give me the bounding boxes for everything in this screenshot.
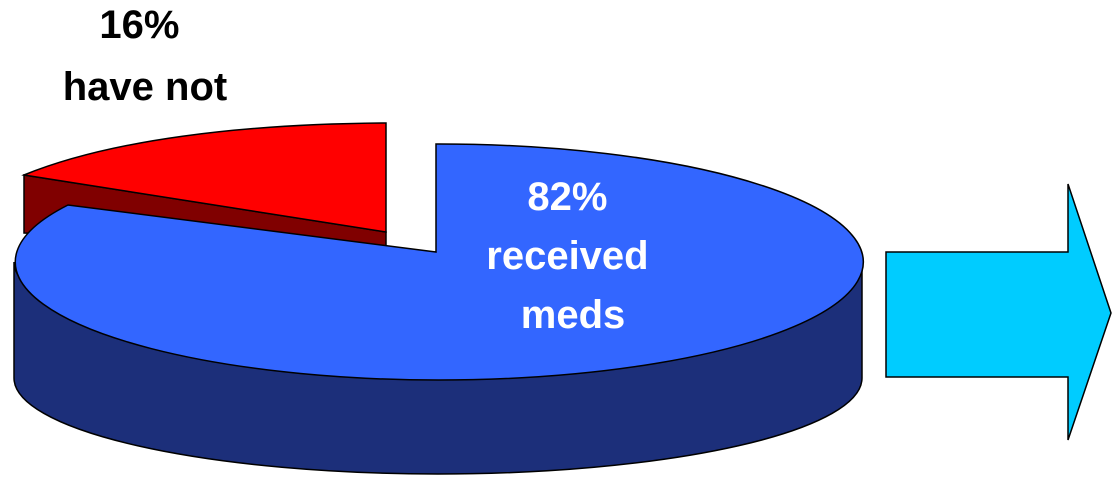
right-arrow-icon <box>885 183 1112 441</box>
label-received-meds-line-1: 82% <box>527 175 607 219</box>
label-received-meds: 82% received meds <box>486 175 659 337</box>
label-have-not-line-2: have not <box>63 65 227 109</box>
label-received-meds-line-2: received <box>486 234 648 278</box>
slice-received-meds-top <box>14 143 864 381</box>
label-have-not-line-1: 16% <box>99 3 179 47</box>
label-received-meds-line-3: meds <box>521 293 626 337</box>
label-have-not: 16% have not <box>63 3 227 109</box>
slice-have-not-top <box>21 122 387 233</box>
pie-slice-received-meds <box>13 143 864 475</box>
